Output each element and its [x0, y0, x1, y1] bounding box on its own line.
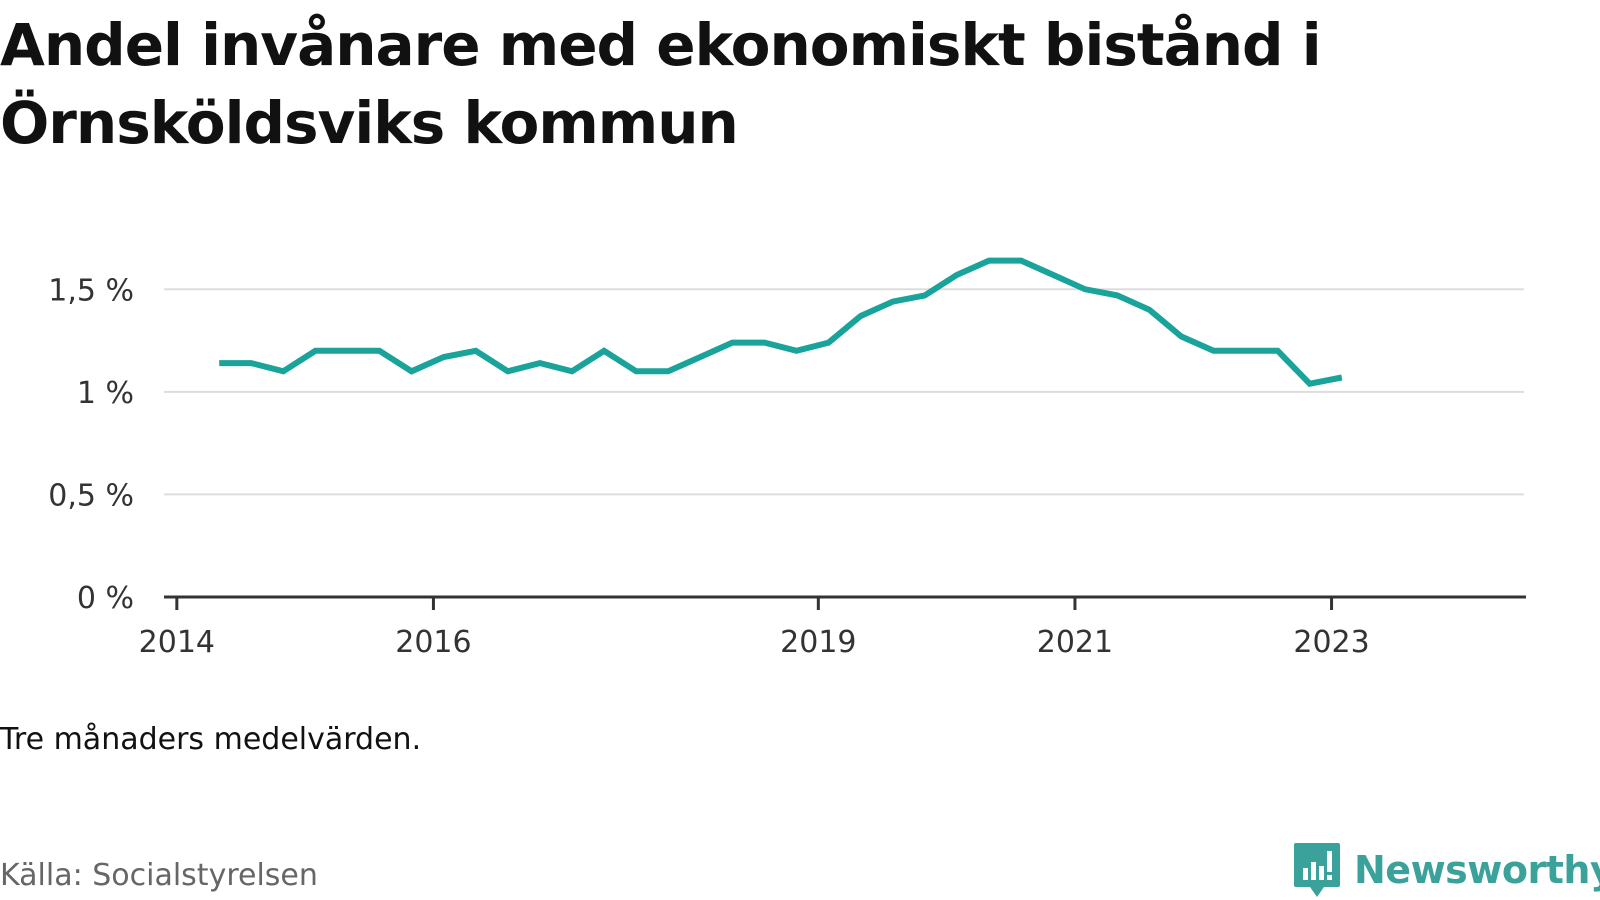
chart-note: Tre månaders medelvärden. [0, 722, 422, 757]
x-tick-label: 2019 [780, 625, 856, 660]
y-tick-label: 0 % [77, 581, 134, 616]
x-axis: 2014 2016 2019 2021 2023 [139, 595, 1526, 660]
brand-logo: Newsworthy [1292, 840, 1600, 900]
newsworthy-logo-icon [1294, 843, 1340, 897]
y-tick-label: 0,5 % [48, 478, 134, 513]
x-tick-label: 2016 [395, 625, 471, 660]
x-tick-label: 2023 [1293, 625, 1369, 660]
series-line [219, 257, 1343, 387]
series-lines [219, 257, 1343, 387]
source-text: Källa: Socialstyrelsen [0, 858, 318, 893]
brand-name: Newsworthy [1354, 848, 1600, 892]
y-tick-label: 1,5 % [48, 273, 134, 308]
line-chart: 0 % 0,5 % 1 % 1,5 % 2014 2016 2019 2021 2023 [48, 257, 1526, 660]
chart-title: Andel invånare med ekonomiskt bistånd i … [0, 11, 1322, 157]
x-tick-label: 2014 [139, 625, 215, 660]
y-axis-ticks: 0 % 0,5 % 1 % 1,5 % [48, 273, 134, 616]
grid-lines [164, 288, 1524, 496]
y-tick-label: 1 % [77, 376, 134, 411]
x-tick-label: 2021 [1037, 625, 1113, 660]
